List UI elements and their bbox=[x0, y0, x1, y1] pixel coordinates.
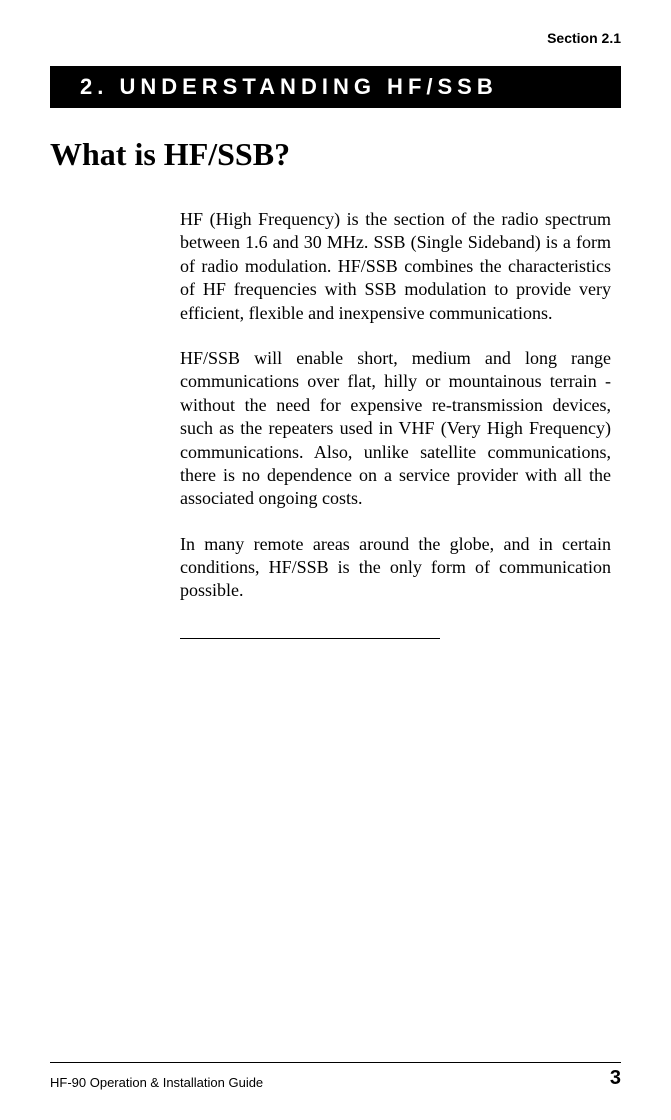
footer-row: HF-90 Operation & Installation Guide 3 bbox=[50, 1067, 621, 1090]
chapter-banner: 2. UNDERSTANDING HF/SSB bbox=[50, 66, 621, 108]
page-footer: HF-90 Operation & Installation Guide 3 bbox=[50, 1062, 621, 1090]
paragraph-1: HF (High Frequency) is the section of th… bbox=[180, 208, 611, 325]
footer-doc-title: HF-90 Operation & Installation Guide bbox=[50, 1075, 263, 1090]
body-block: HF (High Frequency) is the section of th… bbox=[180, 208, 611, 639]
paragraph-2: HF/SSB will enable short, medium and lon… bbox=[180, 347, 611, 511]
page: Section 2.1 2. UNDERSTANDING HF/SSB What… bbox=[0, 0, 671, 1120]
footer-rule bbox=[50, 1062, 621, 1063]
paragraph-3: In many remote areas around the globe, a… bbox=[180, 533, 611, 603]
section-divider bbox=[180, 638, 440, 639]
page-heading: What is HF/SSB? bbox=[50, 136, 621, 173]
section-label: Section 2.1 bbox=[50, 30, 621, 46]
page-number: 3 bbox=[610, 1067, 621, 1090]
